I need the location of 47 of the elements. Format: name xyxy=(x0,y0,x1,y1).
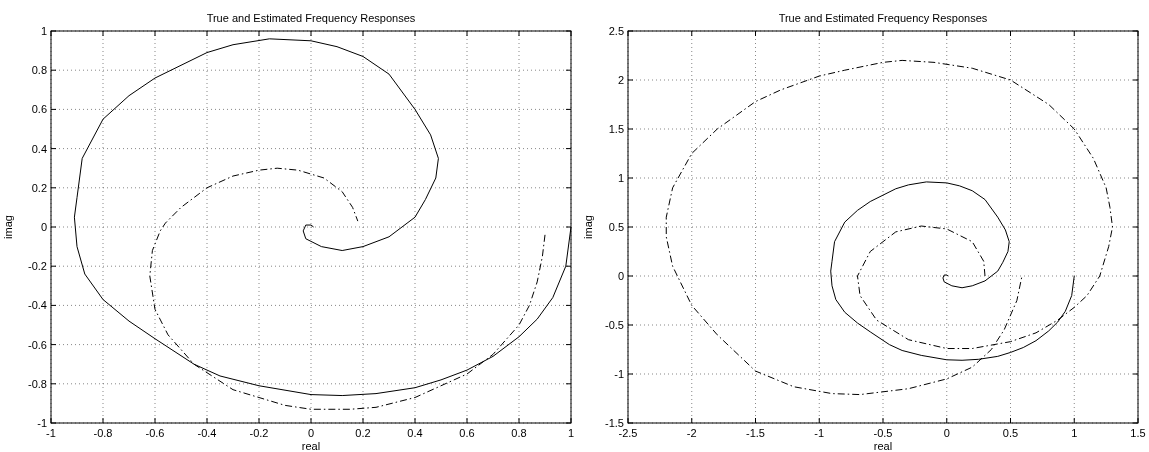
y-tick-label: 0.6 xyxy=(31,103,47,116)
chart-title: True and Estimated Frequency Responses xyxy=(778,12,988,24)
y-tick-label: -1 xyxy=(614,368,624,380)
y-axis-title: imag xyxy=(582,215,594,239)
x-tick-label: 0.4 xyxy=(407,427,423,439)
x-tick-label: 0.6 xyxy=(459,427,475,439)
x-axis-title: real xyxy=(301,440,321,452)
x-axis-title: real xyxy=(873,440,893,452)
x-tick-label: -0.5 xyxy=(873,427,893,439)
x-tick-label: -2 xyxy=(686,427,697,439)
y-tick-label: -0.6 xyxy=(28,338,47,351)
x-tick-label: -0.8 xyxy=(93,427,113,439)
y-tick-label: -0.8 xyxy=(28,377,47,390)
y-tick-label: 1.5 xyxy=(608,123,624,135)
y-tick-label: 0.8 xyxy=(31,64,47,77)
y-tick-label: -0.2 xyxy=(28,260,47,273)
x-tick-label: -1 xyxy=(814,427,825,439)
x-tick-label: -2.5 xyxy=(618,427,638,439)
line-series xyxy=(830,181,1075,361)
y-tick-label: 2.5 xyxy=(608,25,624,37)
x-tick-label: -0.4 xyxy=(197,427,217,439)
y-tick-label: -0.5 xyxy=(605,319,624,331)
y-tick-label: 1 xyxy=(617,172,624,184)
y-tick-label: 2 xyxy=(617,74,624,86)
y-tick-label: 0.5 xyxy=(608,221,624,233)
x-tick-label: 1.5 xyxy=(1130,427,1146,439)
y-tick-label: -0.4 xyxy=(28,299,47,312)
x-tick-label: 0.5 xyxy=(1002,427,1019,439)
x-tick-label: 0.2 xyxy=(355,427,371,439)
x-tick-label: 0.8 xyxy=(511,427,527,439)
line-series xyxy=(665,59,1113,396)
x-tick-label: 1 xyxy=(1071,427,1078,439)
y-tick-label: 0 xyxy=(40,221,47,233)
x-tick-label: 1 xyxy=(567,427,575,439)
y-axis-title: imag xyxy=(2,215,14,239)
y-tick-label: 0.4 xyxy=(31,142,47,155)
y-tick-label: 0 xyxy=(617,270,624,282)
x-tick-label: -0.6 xyxy=(145,427,165,439)
chart-title: True and Estimated Frequency Responses xyxy=(206,12,416,24)
y-tick-label: 0.2 xyxy=(31,181,47,194)
x-tick-label: 0 xyxy=(307,427,315,439)
x-tick-label: -1.5 xyxy=(746,427,765,439)
y-tick-label: 1 xyxy=(40,25,47,37)
y-tick-label: -1.5 xyxy=(605,417,624,429)
y-tick-label: -1 xyxy=(37,417,47,429)
x-tick-label: -0.2 xyxy=(249,427,269,439)
x-tick-label: 0 xyxy=(943,427,950,439)
